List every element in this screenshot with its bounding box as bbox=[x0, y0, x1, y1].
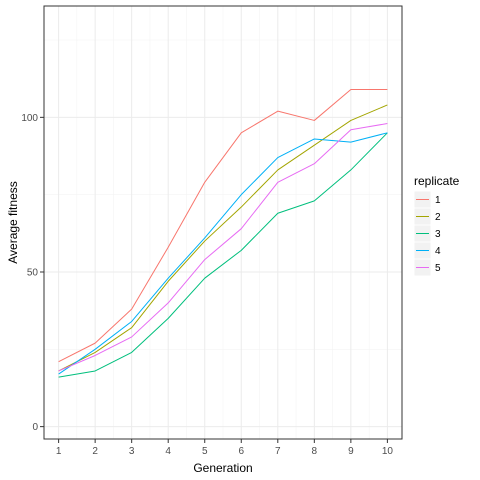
legend-title: replicate bbox=[414, 174, 460, 188]
x-tick-label: 2 bbox=[92, 446, 98, 457]
y-tick-label: 100 bbox=[21, 113, 38, 124]
series-line-3 bbox=[58, 132, 388, 378]
series-line-5 bbox=[58, 123, 388, 372]
x-tick-label: 3 bbox=[129, 446, 135, 457]
x-tick-label: 1 bbox=[56, 446, 62, 457]
x-tick-label: 6 bbox=[238, 446, 244, 457]
legend-label-2: 2 bbox=[435, 212, 441, 223]
series-line-4 bbox=[58, 132, 388, 375]
x-tick-label: 5 bbox=[202, 446, 208, 457]
grid-lines bbox=[44, 6, 402, 439]
legend-label-4: 4 bbox=[435, 246, 441, 257]
y-tick-label: 50 bbox=[27, 267, 39, 278]
legend-label-5: 5 bbox=[435, 263, 441, 274]
y-axis-title: Average fitness bbox=[6, 181, 20, 264]
y-tick-label: 0 bbox=[32, 422, 38, 433]
panel-border bbox=[43, 5, 403, 440]
legend: replicate 1 2 3 4 5 bbox=[413, 174, 460, 277]
x-tick-label: 7 bbox=[275, 446, 281, 457]
x-tick-label: 10 bbox=[382, 446, 394, 457]
x-tick-label: 4 bbox=[165, 446, 171, 457]
series-line-1 bbox=[58, 89, 388, 363]
legend-label-1: 1 bbox=[435, 195, 441, 206]
x-tick-label: 8 bbox=[312, 446, 318, 457]
x-tick-label: 9 bbox=[348, 446, 354, 457]
legend-label-3: 3 bbox=[435, 229, 441, 240]
series-lines bbox=[58, 89, 388, 378]
series-line-2 bbox=[58, 104, 388, 372]
x-axis-title: Generation bbox=[193, 461, 252, 475]
